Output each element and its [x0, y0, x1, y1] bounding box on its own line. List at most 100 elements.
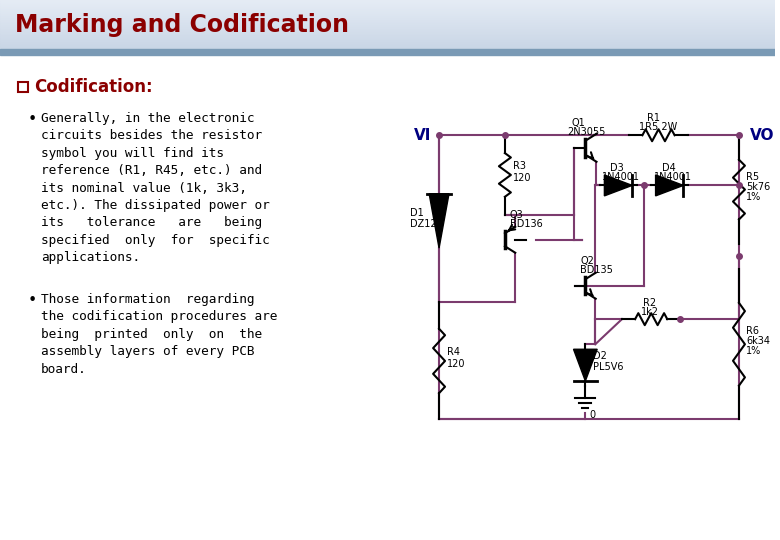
Text: BD135: BD135	[580, 265, 613, 275]
Text: Generally, in the electronic
circuits besides the resistor
symbol you will find : Generally, in the electronic circuits be…	[41, 112, 270, 264]
Bar	[0, 28, 775, 29]
Bar	[0, 10, 775, 11]
Bar	[0, 13, 775, 15]
Bar	[0, 35, 775, 36]
Bar	[0, 40, 775, 41]
Bar	[0, 47, 775, 48]
Bar	[0, 36, 775, 37]
Text: Q3: Q3	[510, 210, 523, 220]
Text: 1R5 2W: 1R5 2W	[639, 122, 677, 132]
Polygon shape	[573, 349, 597, 381]
Bar	[0, 1, 775, 2]
Text: D1: D1	[410, 208, 424, 218]
Bar	[0, 15, 775, 16]
Bar	[0, 17, 775, 18]
Bar	[0, 22, 775, 23]
Bar	[0, 25, 775, 27]
Bar	[0, 25, 775, 26]
Bar	[0, 4, 775, 5]
Bar	[0, 30, 775, 31]
Text: 1N4001: 1N4001	[602, 172, 640, 183]
Bar	[0, 17, 775, 19]
Bar	[0, 15, 775, 16]
Bar	[0, 4, 775, 5]
Text: R5: R5	[746, 172, 759, 181]
Bar	[0, 55, 775, 540]
Bar	[0, 43, 775, 44]
Bar	[0, 31, 775, 32]
Text: Codification:: Codification:	[34, 78, 152, 96]
Bar	[0, 42, 775, 43]
Text: D4: D4	[661, 164, 675, 173]
Bar	[0, 41, 775, 43]
Bar	[0, 37, 775, 39]
Text: D2: D2	[594, 351, 607, 361]
Bar	[0, 24, 775, 25]
Bar	[0, 49, 775, 55]
Text: 120: 120	[447, 359, 466, 369]
Bar	[0, 20, 775, 21]
Bar	[0, 7, 775, 8]
Bar	[0, 12, 775, 13]
Bar	[0, 6, 775, 8]
Bar	[0, 16, 775, 17]
Text: R6: R6	[746, 326, 759, 336]
Text: •: •	[28, 293, 37, 308]
Text: Marking and Codification: Marking and Codification	[15, 13, 349, 37]
Text: BD136: BD136	[510, 219, 543, 229]
Bar	[0, 32, 775, 33]
Text: PL5V6: PL5V6	[594, 362, 624, 372]
Bar	[0, 8, 775, 9]
Bar	[0, 3, 775, 4]
Bar	[0, 9, 775, 10]
Bar	[0, 27, 775, 28]
Text: 6k34: 6k34	[746, 336, 770, 346]
Bar	[0, 16, 775, 17]
Text: VI: VI	[413, 128, 431, 143]
Bar	[0, 31, 775, 32]
Text: 2N3055: 2N3055	[568, 127, 606, 137]
Bar	[0, 46, 775, 47]
Text: 120: 120	[513, 173, 531, 183]
Bar	[0, 29, 775, 31]
Text: 0: 0	[590, 410, 595, 420]
Bar	[0, 37, 775, 38]
Bar	[0, 18, 775, 19]
Text: 1k2: 1k2	[641, 307, 659, 317]
Bar	[0, 5, 775, 6]
Bar	[0, 2, 775, 3]
Bar	[0, 23, 775, 24]
Bar	[0, 1, 775, 3]
Polygon shape	[655, 175, 683, 196]
Text: 5k76: 5k76	[746, 181, 770, 192]
Bar	[0, 3, 775, 4]
Bar	[0, 39, 775, 40]
Bar	[0, 48, 775, 49]
Bar	[0, 39, 775, 40]
Bar	[0, 33, 775, 35]
Text: 1%: 1%	[746, 346, 761, 356]
Bar	[0, 43, 775, 44]
Bar	[0, 11, 775, 12]
Text: Q1: Q1	[572, 118, 585, 128]
Text: R4: R4	[447, 347, 460, 357]
Bar	[0, 46, 775, 48]
Bar	[0, 44, 775, 45]
Text: R2: R2	[644, 298, 656, 308]
Bar	[0, 44, 775, 45]
Bar	[0, 35, 775, 36]
Bar	[0, 26, 775, 28]
Text: Those information  regarding
the codification procedures are
being  printed  onl: Those information regarding the codifica…	[41, 293, 277, 376]
Polygon shape	[429, 194, 449, 248]
Text: 1%: 1%	[746, 192, 761, 201]
Bar	[0, 8, 775, 9]
Text: Q2: Q2	[580, 256, 594, 266]
Polygon shape	[604, 175, 632, 196]
Bar	[0, 40, 775, 42]
Text: •: •	[28, 112, 37, 127]
Bar	[0, 45, 775, 46]
Text: R3: R3	[513, 161, 526, 171]
Bar	[0, 36, 775, 37]
Bar	[0, 23, 775, 24]
Text: D3: D3	[610, 164, 624, 173]
